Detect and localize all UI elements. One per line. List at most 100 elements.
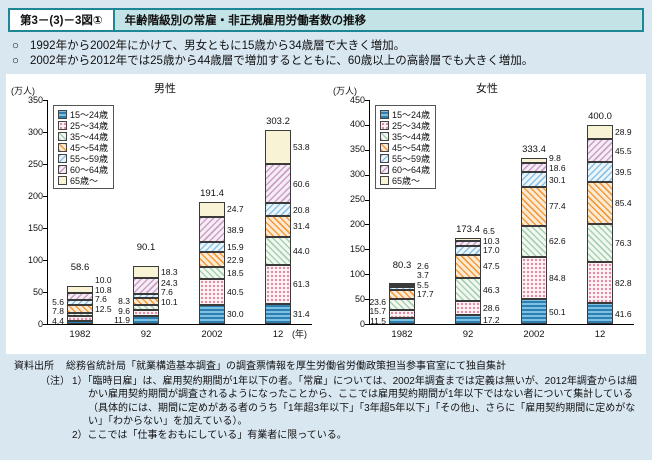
plot-area [47, 100, 312, 325]
legend-item: 60～64歳 [380, 164, 430, 175]
note-item: 2）ここでは「仕事をおもにしている」有業者に限っている。 [72, 429, 347, 441]
y-tick-mark [43, 228, 47, 229]
bullet-item: ○ 1992年から2002年にかけて、男女ともに15歳から34歳層で大きく増加。 [12, 39, 640, 54]
bar-segment [199, 304, 225, 324]
segment-value-label: 11.9 [114, 315, 130, 326]
source-text: 総務省統計局「就業構造基本調査」の調査票情報を厚生労働省労働政策担当参事官室にて… [66, 361, 506, 372]
bar-segment [133, 298, 159, 305]
y-tick-mark [43, 196, 47, 197]
legend-swatch [380, 121, 389, 130]
segment-value-label: 7.6 [95, 294, 107, 305]
x-tick-label: 92 [462, 329, 474, 340]
y-tick-mark [365, 100, 369, 101]
segment-value-label: 18.5 [227, 267, 244, 278]
y-tick-mark [43, 260, 47, 261]
bar-segment [133, 266, 159, 279]
x-tick-label: 2002 [523, 329, 545, 340]
legend-swatch [58, 154, 67, 163]
note-label: （注） [40, 375, 70, 387]
legend-label: 60～64歳 [392, 165, 431, 175]
segment-value-label: 12.5 [95, 303, 112, 314]
legend-swatch [380, 176, 389, 185]
legend-label: 35～44歳 [392, 132, 431, 142]
segment-value-label: 30.1 [549, 174, 566, 185]
bar-segment [587, 124, 613, 140]
bar-total-label: 58.6 [70, 262, 90, 274]
bar-segment [521, 256, 547, 300]
segment-value-label: 7.8 [52, 306, 64, 316]
segment-value-label: 20.8 [293, 204, 310, 215]
segment-value-label: 6.5 [483, 226, 495, 237]
legend-label: 60～64歳 [70, 165, 109, 175]
legend-item: 65歳～ [58, 175, 108, 186]
segment-value-label: 62.6 [549, 236, 566, 247]
y-tick-mark [43, 164, 47, 165]
y-tick-mark [365, 274, 369, 276]
segment-value-label: 24.7 [227, 204, 244, 215]
y-tick-mark [365, 124, 369, 126]
legend-label: 65歳～ [70, 176, 99, 186]
note-list: 1）「臨時日雇」は、雇用契約期間が1年以下の者。「常雇」については、2002年調… [72, 375, 640, 443]
bar-segment [389, 283, 415, 286]
legend-label: 65歳～ [392, 176, 421, 186]
segment-value-label: 60.6 [293, 178, 310, 189]
legend-item: 35～44歳 [58, 131, 108, 142]
segment-value-label: 40.5 [227, 286, 244, 297]
bar-segment [199, 267, 225, 279]
segment-value-label: 10.3 [483, 235, 500, 246]
bar-segment [67, 316, 93, 322]
legend-label: 15～24歳 [70, 110, 109, 120]
bar-segment [521, 162, 547, 173]
segment-value-label: 3.7 [417, 270, 429, 281]
segment-value-label: 39.5 [615, 166, 632, 177]
y-tick-label: 350 [27, 94, 43, 105]
bar-segment [199, 242, 225, 253]
unit-label: (万人) [333, 86, 357, 96]
y-tick-label: 100 [349, 268, 365, 279]
bar-total-label: 173.4 [456, 223, 480, 235]
bar-segment [133, 304, 159, 311]
segment-value-label: 61.3 [293, 279, 310, 290]
segment-value-label: 28.6 [483, 303, 500, 314]
bar-total-label: 333.4 [522, 144, 546, 156]
chart-title: 男性 [154, 83, 176, 95]
x-tick-label: 2002 [201, 329, 223, 340]
segment-value-label: 82.8 [615, 277, 632, 288]
summary-bullets: ○ 1992年から2002年にかけて、男女ともに15歳から34歳層で大きく増加。… [12, 39, 640, 69]
y-tick-label: 150 [27, 222, 43, 233]
bar-segment [389, 287, 415, 290]
legend-swatch [380, 165, 389, 174]
charts-panel: 男性 (万人) 0 50 100 150 200 250 300 350 1982 92 2002 12(… [6, 74, 646, 354]
segment-value-label: 77.4 [549, 201, 566, 212]
bar-segment [133, 316, 159, 324]
bar-segment [67, 292, 93, 300]
chart-male: 男性 (万人) 0 50 100 150 200 250 300 350 1982 92 2002 12 (… [9, 78, 321, 350]
y-tick-label: 300 [27, 126, 43, 137]
legend-item: 45～54歳 [58, 142, 108, 153]
legend-item: 35～44歳 [380, 131, 430, 142]
source-row: 資料出所 総務省統計局「就業構造基本調査」の調査票情報を厚生労働省労働政策担当参… [14, 360, 640, 374]
bar-segment [199, 278, 225, 305]
bar-segment [587, 139, 613, 162]
segment-value-label: 28.9 [615, 127, 632, 138]
bar-segment [521, 225, 547, 257]
y-tick-label: 200 [349, 218, 365, 229]
legend-label: 35～44歳 [70, 132, 109, 142]
segment-value-label: 5.5 [417, 279, 429, 290]
y-tick-label: 300 [349, 169, 365, 180]
legend-swatch [58, 132, 67, 141]
legend-label: 25～34歳 [392, 121, 431, 131]
legend-label: 55～59歳 [70, 154, 109, 164]
legend-swatch [58, 176, 67, 185]
segment-value-label: 18.3 [161, 267, 178, 278]
y-tick-mark [365, 249, 369, 251]
bar-segment [133, 310, 159, 317]
bar-total-label: 90.1 [136, 242, 156, 254]
y-tick-label: 250 [27, 158, 43, 169]
bar-segment [67, 299, 93, 305]
segment-value-label: 30.0 [227, 309, 244, 320]
bar-segment [587, 224, 613, 263]
segment-value-label: 47.5 [483, 261, 500, 272]
segment-value-label: 22.9 [227, 254, 244, 265]
